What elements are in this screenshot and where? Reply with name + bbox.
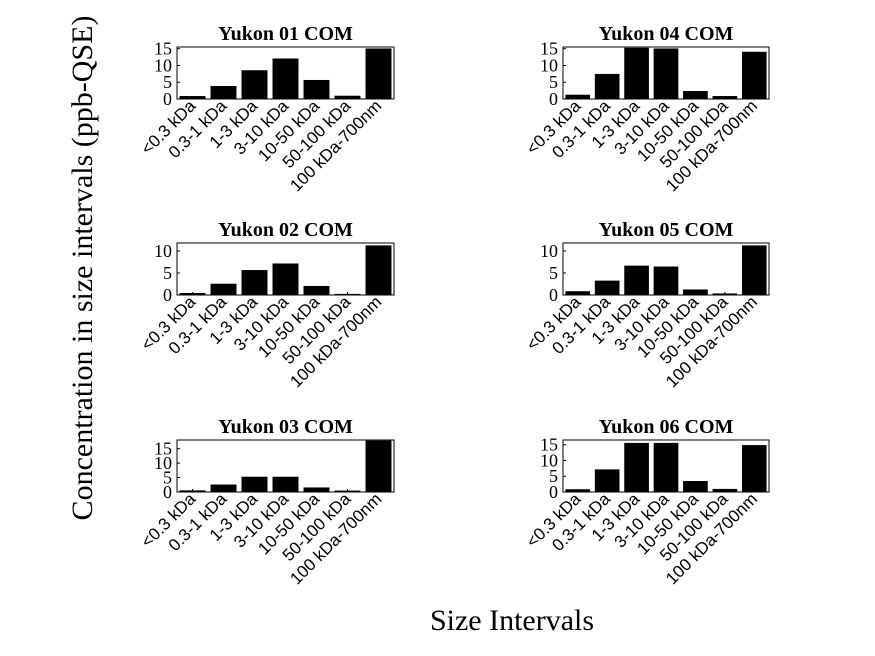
bar [741, 445, 767, 493]
y-tick-label: 5 [549, 263, 558, 283]
bar [365, 440, 392, 493]
y-tick-label: 10 [154, 453, 172, 473]
y-tick-label: 5 [163, 468, 172, 488]
bar [653, 48, 679, 100]
bar [241, 70, 268, 100]
y-tick-label: 0 [163, 89, 172, 109]
y-tick-label: 10 [540, 55, 558, 75]
bar [594, 469, 620, 493]
y-tick-label: 10 [540, 450, 558, 470]
bar [365, 48, 392, 100]
panel-title: Yukon 01 COM [218, 23, 353, 45]
bar [594, 73, 620, 100]
y-axis-title: Concentration in size intervals (ppb-QSE… [66, 16, 99, 521]
y-tick-label: 0 [549, 482, 558, 502]
bar [624, 265, 649, 296]
bar [653, 266, 679, 296]
x-axis-title: Size Intervals [430, 604, 594, 637]
y-tick-label: 10 [154, 241, 172, 261]
y-tick-label: 10 [154, 55, 172, 75]
panel-title: Yukon 05 COM [599, 219, 734, 241]
bar [241, 270, 268, 296]
y-tick-label: 5 [549, 72, 558, 92]
y-tick-label: 15 [154, 439, 172, 459]
bar [624, 47, 649, 100]
panel-title: Yukon 06 COM [599, 416, 734, 438]
y-tick-label: 15 [540, 39, 558, 59]
bar [272, 263, 299, 296]
y-tick-label: 0 [549, 89, 558, 109]
bar [741, 51, 767, 100]
y-tick-label: 0 [163, 482, 172, 502]
panel-title: Yukon 02 COM [218, 219, 353, 241]
y-tick-label: 0 [163, 285, 172, 305]
bar [741, 245, 767, 296]
bar [272, 58, 299, 100]
y-tick-label: 0 [549, 285, 558, 305]
y-tick-label: 15 [540, 435, 558, 455]
y-tick-label: 5 [163, 72, 172, 92]
y-tick-label: 10 [540, 241, 558, 261]
y-tick-label: 5 [549, 466, 558, 486]
y-tick-label: 5 [163, 263, 172, 283]
bar [365, 245, 392, 296]
bar [624, 442, 649, 493]
y-tick-label: 15 [154, 39, 172, 59]
panel-title: Yukon 03 COM [218, 416, 353, 438]
bar [653, 442, 679, 493]
panel-title: Yukon 04 COM [599, 23, 734, 45]
